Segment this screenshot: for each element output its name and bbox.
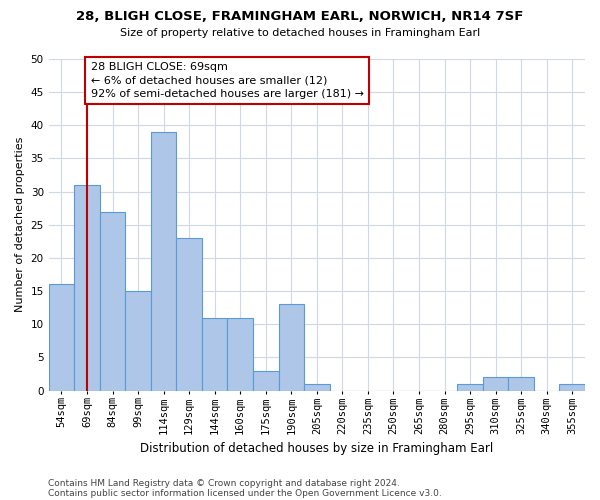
Bar: [508, 378, 534, 390]
Bar: [125, 291, 151, 390]
Bar: [304, 384, 329, 390]
Bar: [176, 238, 202, 390]
Bar: [457, 384, 483, 390]
Text: 28, BLIGH CLOSE, FRAMINGHAM EARL, NORWICH, NR14 7SF: 28, BLIGH CLOSE, FRAMINGHAM EARL, NORWIC…: [76, 10, 524, 23]
Bar: [483, 378, 508, 390]
Y-axis label: Number of detached properties: Number of detached properties: [15, 137, 25, 312]
Bar: [100, 212, 125, 390]
Text: Contains public sector information licensed under the Open Government Licence v3: Contains public sector information licen…: [48, 488, 442, 498]
Bar: [74, 185, 100, 390]
Bar: [202, 318, 227, 390]
Text: Size of property relative to detached houses in Framingham Earl: Size of property relative to detached ho…: [120, 28, 480, 38]
Bar: [559, 384, 585, 390]
Bar: [253, 370, 278, 390]
Bar: [227, 318, 253, 390]
Text: 28 BLIGH CLOSE: 69sqm
← 6% of detached houses are smaller (12)
92% of semi-detac: 28 BLIGH CLOSE: 69sqm ← 6% of detached h…: [91, 62, 364, 98]
Bar: [151, 132, 176, 390]
Bar: [278, 304, 304, 390]
Text: Contains HM Land Registry data © Crown copyright and database right 2024.: Contains HM Land Registry data © Crown c…: [48, 478, 400, 488]
Bar: [49, 284, 74, 391]
X-axis label: Distribution of detached houses by size in Framingham Earl: Distribution of detached houses by size …: [140, 442, 493, 455]
